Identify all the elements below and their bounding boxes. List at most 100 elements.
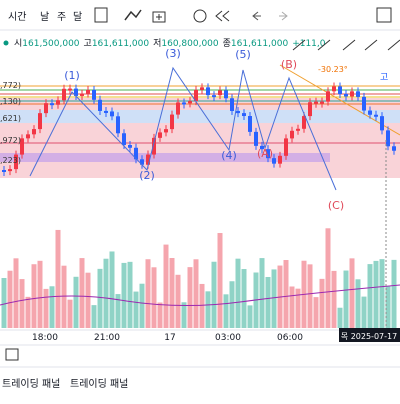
time-label: 03:00 xyxy=(215,333,241,343)
candle-body xyxy=(92,89,96,100)
candle-body xyxy=(194,89,198,102)
candle-body xyxy=(182,102,186,105)
alert-icon[interactable] xyxy=(193,9,207,23)
volume-bar xyxy=(205,291,211,328)
candle-body xyxy=(38,113,42,130)
interval-button[interactable]: 날 xyxy=(40,11,49,23)
angle-annotation: -30.23° xyxy=(318,65,348,74)
volume-bar xyxy=(265,276,271,328)
candle-body xyxy=(200,87,204,90)
candle-body xyxy=(170,114,174,130)
wave-label: (1) xyxy=(64,69,80,82)
candles xyxy=(2,82,396,176)
candle-icon[interactable] xyxy=(94,7,108,23)
volume-bar xyxy=(67,299,73,328)
drawing-tool[interactable] xyxy=(364,39,378,51)
volume-bar xyxy=(349,258,355,328)
volume xyxy=(0,228,400,328)
candle-body xyxy=(158,132,162,138)
calendar-icon[interactable] xyxy=(5,348,19,361)
candle-body xyxy=(44,103,48,114)
volume-bar xyxy=(163,244,169,328)
volume-bar xyxy=(73,276,79,328)
volume-bar xyxy=(187,267,193,328)
volume-bar xyxy=(355,279,361,328)
volume-bar xyxy=(37,260,43,328)
replay-icon[interactable] xyxy=(215,10,230,22)
volume-bar xyxy=(151,267,157,328)
candle-body xyxy=(242,113,246,117)
interval-button[interactable]: 주 xyxy=(57,12,66,23)
volume-bar xyxy=(319,278,325,328)
candle-body xyxy=(212,95,216,98)
volume-bar xyxy=(259,258,265,328)
ohlc-high-label: 고 xyxy=(84,39,92,49)
tab[interactable]: 트레이딩 패널 xyxy=(2,378,60,390)
ohlc-high: 161,611,000 xyxy=(92,39,150,49)
indicator-icon[interactable] xyxy=(124,9,142,21)
candle-body xyxy=(278,155,282,164)
volume-bar xyxy=(49,286,55,328)
candle-body xyxy=(332,86,336,92)
volume-bar xyxy=(373,260,379,328)
candle-body xyxy=(326,91,330,102)
overlay: (1) (2) (3) (4) (5) (A) (B) (C) -30.23° 고 ,772) ,13… xyxy=(0,47,388,212)
candle-body xyxy=(164,129,168,133)
candle-body xyxy=(110,111,114,117)
ohlc-change: +111,0 xyxy=(292,39,326,49)
volume-bar xyxy=(241,269,247,328)
volume-bar xyxy=(31,264,37,328)
candle-body xyxy=(344,93,348,97)
volume-bar xyxy=(181,302,187,328)
status-dot xyxy=(3,40,9,46)
volume-bar xyxy=(1,278,7,328)
interval-button[interactable]: 시간 xyxy=(8,11,26,23)
candle-body xyxy=(254,131,258,146)
interval-button[interactable]: 달 xyxy=(73,11,82,23)
candle-body xyxy=(350,91,354,97)
volume-bar xyxy=(85,272,91,328)
drawing-tool[interactable] xyxy=(387,39,400,51)
redo-icon[interactable] xyxy=(279,11,288,21)
tab[interactable]: 트레이딩 패널 xyxy=(70,378,128,390)
price-label: ,130) xyxy=(0,97,21,106)
add-icon[interactable] xyxy=(152,11,166,23)
drawing-tool[interactable] xyxy=(317,39,331,51)
candle-body xyxy=(20,138,24,155)
volume-bar xyxy=(25,296,31,328)
candle-body xyxy=(62,88,66,101)
drawing-tool[interactable] xyxy=(292,39,306,51)
ohlc-close: 161,611,000 xyxy=(231,39,289,49)
candle-body xyxy=(260,145,264,150)
candle-body xyxy=(134,147,138,160)
volume-bar xyxy=(115,294,121,328)
candle-body xyxy=(140,159,144,165)
drawing-tool[interactable] xyxy=(342,39,356,51)
volume-bar xyxy=(193,259,199,328)
volume-bar xyxy=(295,288,301,328)
volume-bar xyxy=(157,302,163,328)
bottom-tabs: 트레이딩 패널 트레이딩 패널 xyxy=(2,378,128,390)
wave-label: (5) xyxy=(235,48,251,61)
fullscreen-icon[interactable] xyxy=(376,7,392,23)
volume-bar xyxy=(325,228,331,328)
candle-body xyxy=(128,145,132,148)
volume-bar xyxy=(271,269,277,328)
candle-body xyxy=(362,96,366,111)
undo-icon[interactable] xyxy=(252,11,261,21)
candle-body xyxy=(218,90,222,96)
wave-label: (C) xyxy=(328,199,344,212)
candle-body xyxy=(74,88,78,96)
candle-body xyxy=(80,93,84,96)
volume-bar xyxy=(55,229,61,328)
volume-bar xyxy=(283,260,289,328)
wave-label: (B) xyxy=(281,58,297,71)
candle-body xyxy=(32,129,36,135)
candle-body xyxy=(146,154,150,165)
candle-body xyxy=(392,146,396,151)
wave-label: (4) xyxy=(221,149,237,162)
wave-label: (A) xyxy=(257,147,273,160)
volume-bar xyxy=(103,258,109,328)
volume-bar xyxy=(217,233,223,328)
